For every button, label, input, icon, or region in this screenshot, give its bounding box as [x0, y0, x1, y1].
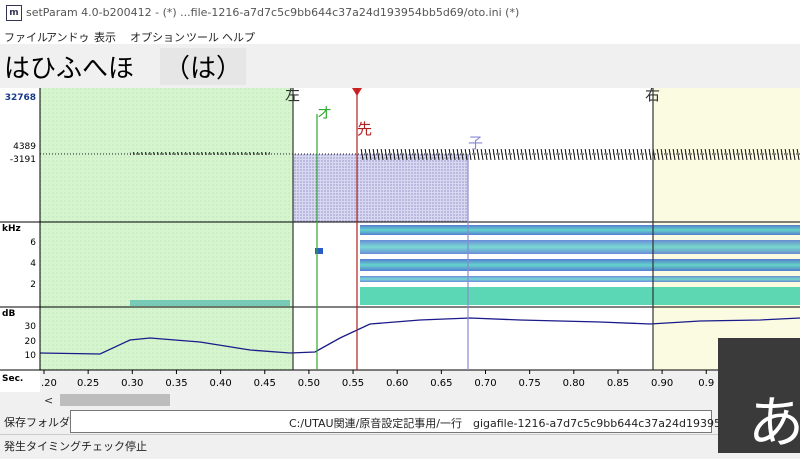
axis-label: 10 — [25, 351, 37, 361]
marker-label: オ — [317, 104, 332, 122]
axis-label: dB — [2, 309, 15, 319]
waveform-noise — [130, 152, 270, 155]
time-tick-label: 0.50 — [298, 378, 320, 389]
time-tick-label: 0.30 — [121, 378, 143, 389]
time-tick-label: 0.70 — [474, 378, 496, 389]
menu-item[interactable]: アンドゥ — [46, 31, 90, 44]
time-tick-label: 0.65 — [430, 378, 452, 389]
axis-label: Sec. — [2, 374, 23, 384]
time-tick-label: .20 — [41, 378, 57, 389]
menu-item[interactable]: ヘルプ — [222, 31, 255, 44]
file-name: はひふへほ — [4, 54, 135, 84]
spectrogram-burst — [315, 248, 323, 254]
time-tick-label: 0.45 — [254, 378, 276, 389]
time-tick-label: 0.25 — [77, 378, 99, 389]
axis-label: 6 — [30, 238, 36, 248]
status-bar: 発生タイミングチェック停止 — [0, 434, 800, 454]
time-tick-label: 0.9 — [698, 378, 714, 389]
menu-item[interactable]: オプション — [130, 31, 185, 44]
marker-label: 子 — [468, 134, 483, 152]
time-tick-label: 0.85 — [607, 378, 629, 389]
time-tick-label: 0.80 — [563, 378, 585, 389]
ime-char: あ — [748, 391, 800, 456]
save-folder-path: C:/UTAU関連/原音設定記事用/一行 gigafile-1216-a7d7c… — [289, 417, 770, 430]
time-tick-label: 0.55 — [342, 378, 364, 389]
spectrogram-band — [360, 287, 800, 305]
scroll-thumb[interactable] — [60, 394, 170, 406]
menu-item[interactable]: ファイル — [4, 31, 48, 44]
spectrogram-band — [360, 276, 800, 282]
spectrogram-band — [360, 240, 800, 254]
left-blank-region — [40, 88, 293, 370]
axis-label: 4 — [30, 259, 36, 269]
axis-label: 32768 — [5, 93, 36, 103]
window-title: setParam 4.0-b200412 - (*) ...file-1216-… — [26, 6, 520, 19]
save-folder-label: 保存フォルダ： — [4, 416, 81, 429]
volume-curve — [39, 317, 800, 355]
menu-item[interactable]: ツール — [186, 31, 219, 44]
consonant-region — [293, 154, 468, 222]
spectrogram-band — [360, 259, 800, 271]
time-tick-label: 0.75 — [519, 378, 541, 389]
time-tick-label: 0.35 — [165, 378, 187, 389]
marker-label: 先 — [357, 120, 372, 138]
axis-label: 20 — [25, 337, 37, 347]
time-tick-label: 0.90 — [651, 378, 673, 389]
title-bar: m setParam 4.0-b200412 - (*) ...file-121… — [0, 0, 800, 26]
scroll-track — [0, 392, 800, 408]
spectrogram-noise — [130, 300, 290, 306]
axis-label: 2 — [30, 280, 36, 290]
scroll-left[interactable]: < — [44, 394, 53, 407]
waveform — [360, 149, 800, 160]
alias: （は） — [160, 48, 247, 85]
axis-label: 4389 — [13, 142, 36, 152]
marker-label: 左 — [285, 88, 300, 104]
axis-label: -3191 — [10, 155, 36, 165]
time-tick-label: 0.40 — [209, 378, 231, 389]
marker-label: 右 — [645, 88, 660, 104]
spectrogram-band — [360, 225, 800, 235]
axis-label: kHz — [2, 224, 21, 234]
axis-column — [0, 88, 40, 392]
axis-label: 30 — [25, 322, 37, 332]
time-tick-label: 0.60 — [386, 378, 408, 389]
app-icon: m — [6, 5, 22, 21]
ime-indicator: あ — [718, 338, 800, 456]
save-folder-field[interactable]: C:/UTAU関連/原音設定記事用/一行 gigafile-1216-a7d7c… — [70, 410, 770, 433]
scrollbar[interactable]: < — [0, 392, 800, 408]
status-text: 発生タイミングチェック停止 — [4, 440, 147, 453]
menu-bar: ファイル アンドゥ 表示 オプション ツール ヘルプ — [0, 26, 800, 44]
menu-item[interactable]: 表示 — [94, 31, 116, 44]
